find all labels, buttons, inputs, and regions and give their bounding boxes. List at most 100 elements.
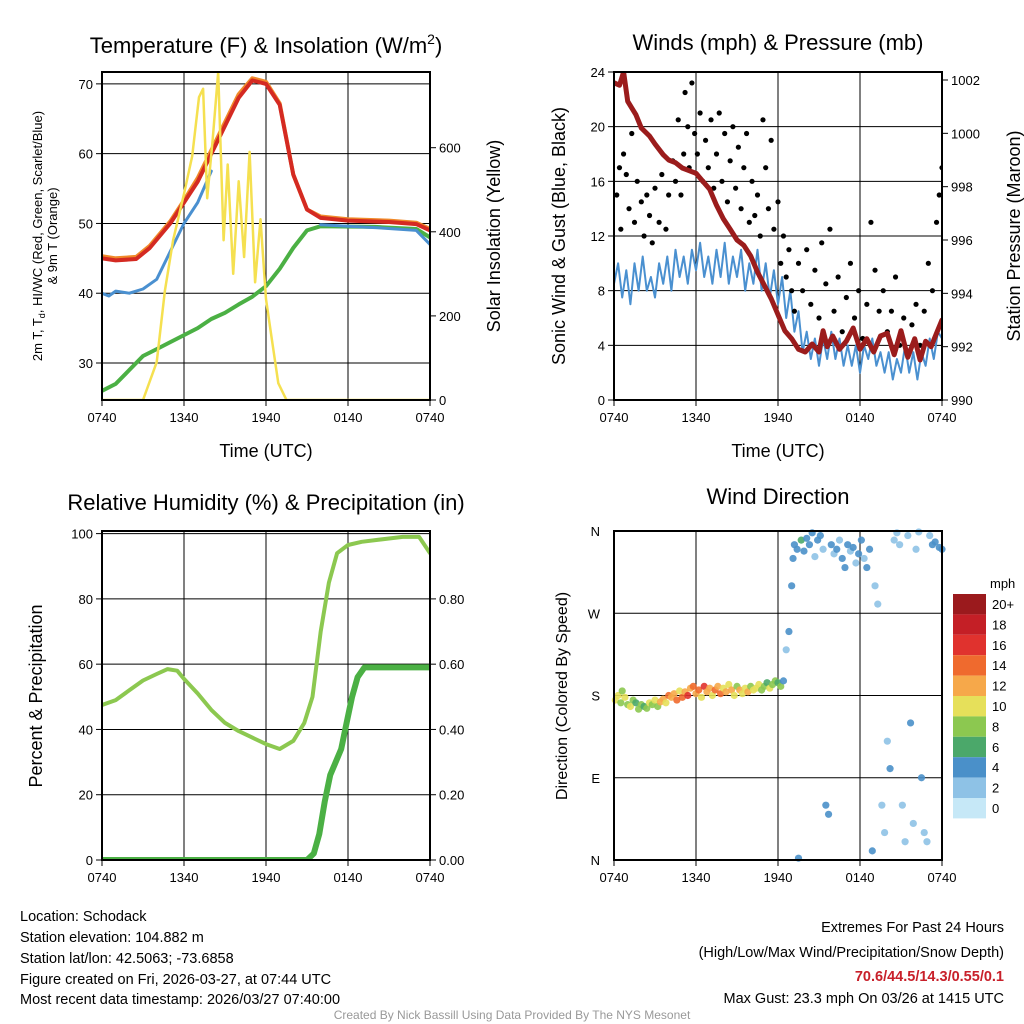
direction-point: [871, 582, 879, 590]
y-tick-label: 4: [598, 338, 605, 353]
y2-tick-label: 0.80: [439, 592, 464, 607]
humidity-title: Relative Humidity (%) & Precipitation (i…: [67, 490, 464, 515]
gust-point: [819, 240, 825, 246]
direction-point: [904, 531, 912, 540]
plot-area: [102, 72, 430, 400]
gust-point: [847, 260, 854, 266]
gust-point: [804, 247, 810, 253]
gust-point: [746, 219, 752, 225]
direction-point: [673, 696, 681, 704]
colorbar-swatch: [953, 675, 986, 696]
direction-point: [651, 696, 659, 704]
direction-point: [805, 541, 814, 549]
gust-point: [675, 117, 681, 123]
gust-point: [812, 267, 818, 273]
gust-point: [708, 117, 714, 123]
x-tick-label: 0740: [416, 870, 445, 885]
direction-point: [833, 545, 841, 553]
direction-point: [886, 765, 894, 773]
gust-point: [921, 308, 927, 314]
direction-point: [777, 682, 785, 690]
x-tick-label: 0140: [334, 870, 363, 885]
colorbar-label: 16: [992, 638, 1006, 653]
gust-point: [765, 206, 772, 212]
plot-border: [613, 530, 943, 861]
credit-text: Created By Nick Bassill Using Data Provi…: [334, 1008, 691, 1022]
gust-point: [786, 247, 792, 253]
gust-point: [760, 117, 766, 123]
y-tick-label: 60: [79, 147, 93, 162]
gust-point: [614, 192, 620, 198]
direction-point: [819, 545, 827, 553]
gust-point: [631, 219, 638, 225]
y-tick-label: 16: [591, 174, 605, 189]
direction-point: [689, 682, 697, 690]
x-tick-label: 0140: [334, 410, 363, 425]
direction-point: [863, 563, 871, 572]
gust-point: [823, 281, 829, 287]
gust-point: [901, 315, 907, 321]
direction-point: [789, 554, 797, 563]
created-text: Figure created on Fri, 2026-03-27, at 07…: [20, 972, 331, 988]
y-tick-label: 80: [79, 592, 93, 607]
series-wind-chill: [102, 169, 430, 298]
direction-point: [824, 810, 833, 818]
gust-point: [620, 151, 627, 157]
y2-tick-label: 1002: [951, 73, 980, 88]
direction-point: [744, 688, 752, 696]
gust-point: [724, 199, 731, 205]
y-tick-label: S: [591, 689, 600, 704]
gust-point: [839, 329, 845, 335]
y-tick-label: 100: [71, 527, 93, 542]
colorbar-label: 10: [992, 699, 1006, 714]
x-tick-label: 0740: [416, 410, 445, 425]
extremes-info: Extremes For Past 24 Hours (High/Low/Max…: [699, 920, 1004, 1007]
direction-point: [684, 691, 692, 700]
colorbar-label: 14: [992, 658, 1006, 673]
temperature-title: Temperature (F) & Insolation (W/m2): [90, 31, 443, 58]
y2-tick-label: 0.60: [439, 657, 464, 672]
y2-tick-label: 990: [951, 393, 973, 408]
direction-point: [878, 801, 886, 809]
gust-point: [888, 308, 895, 314]
gust-point: [681, 151, 687, 157]
x-tick-label: 1340: [170, 410, 199, 425]
direction-point: [782, 646, 790, 654]
y-tick-label: 24: [591, 65, 605, 80]
gust-point: [697, 110, 703, 116]
gust-point: [771, 226, 777, 232]
temperature-ylabel-line2: & 9m T (Orange): [45, 187, 60, 284]
direction-point: [860, 554, 868, 563]
direction-point: [785, 627, 793, 636]
gust-point: [791, 308, 798, 314]
colorbar-swatch: [953, 716, 986, 737]
humidity-ylabel: Percent & Precipitation: [26, 604, 46, 787]
colorbar-label: 6: [992, 740, 999, 755]
colorbar-swatch: [953, 757, 986, 778]
x-tick-label: 1940: [764, 870, 793, 885]
gust-point: [843, 294, 849, 301]
direction-point: [763, 679, 771, 687]
direction-point: [617, 699, 625, 707]
gust-point: [641, 233, 647, 239]
plot-area: [614, 72, 942, 381]
y-tick-label: N: [591, 524, 600, 539]
y2-tick-label: 998: [951, 180, 973, 195]
y2-tick-label: 992: [951, 340, 973, 355]
direction-point: [909, 819, 917, 828]
gust-point: [909, 322, 915, 328]
direction-point: [793, 545, 801, 553]
gust-point: [652, 185, 658, 191]
gust-point: [936, 192, 942, 198]
direction-point: [857, 536, 865, 544]
x-tick-label: 0740: [928, 870, 957, 885]
y2-tick-label: 1000: [951, 126, 980, 141]
direction-point: [855, 550, 863, 558]
direction-point: [844, 541, 852, 549]
gust-point: [763, 165, 769, 171]
gust-point: [783, 274, 789, 280]
x-tick-label: 1340: [170, 870, 199, 885]
gust-point: [775, 199, 781, 205]
direction-point: [896, 541, 904, 549]
